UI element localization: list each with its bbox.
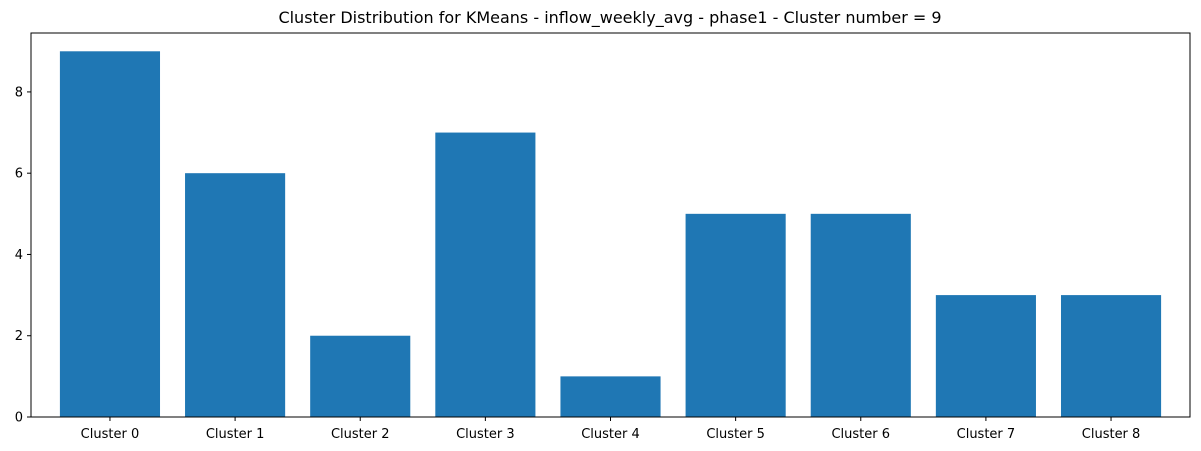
bar-cluster-5 — [685, 213, 786, 417]
bars-group — [59, 51, 1162, 417]
y-tick-label: 2 — [15, 329, 23, 344]
x-tick-label: Cluster 4 — [581, 427, 640, 442]
bar-cluster-8 — [1060, 295, 1162, 417]
x-tick-label: Cluster 0 — [81, 427, 140, 442]
chart-title: Cluster Distribution for KMeans - inflow… — [278, 8, 941, 28]
x-tick-label: Cluster 6 — [831, 427, 890, 442]
x-tick-label: Cluster 2 — [331, 427, 390, 442]
bar-cluster-0 — [59, 51, 161, 417]
x-tick-label: Cluster 5 — [706, 427, 765, 442]
y-tick-label: 8 — [15, 85, 23, 100]
y-tick-label: 0 — [15, 411, 23, 426]
x-tick-label: Cluster 8 — [1082, 427, 1141, 442]
x-tick-label: Cluster 1 — [206, 427, 265, 442]
x-tick-label: Cluster 3 — [456, 427, 515, 442]
x-tick-label: Cluster 7 — [957, 427, 1016, 442]
bar-cluster-3 — [435, 132, 536, 417]
bar-cluster-2 — [310, 335, 411, 417]
x-axis: Cluster 0 Cluster 1 Cluster 2 Cluster 3 Clus… — [81, 417, 1141, 442]
bar-cluster-7 — [935, 295, 1036, 417]
plot-frame — [30, 32, 1191, 418]
y-axis: 0 2 4 6 8 — [15, 85, 31, 426]
bar-cluster-6 — [810, 213, 911, 417]
y-tick-label: 6 — [15, 167, 23, 182]
bar-cluster-1 — [185, 173, 286, 417]
bar-cluster-4 — [560, 376, 661, 417]
y-tick-label: 4 — [15, 248, 23, 263]
